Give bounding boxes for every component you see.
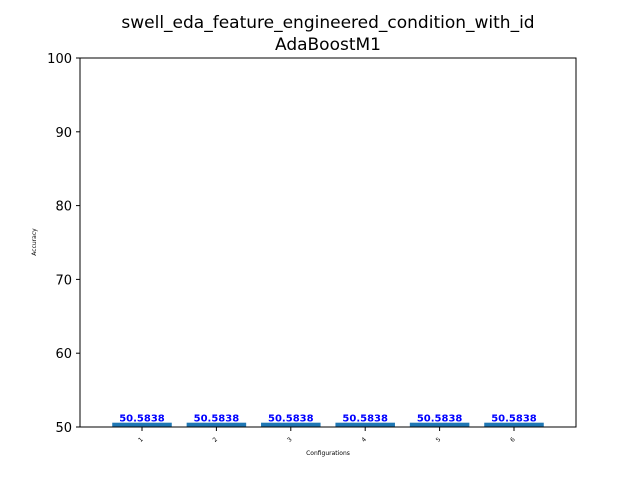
bar — [261, 422, 321, 427]
bar — [112, 422, 172, 427]
y-tick-label: 90 — [55, 126, 72, 141]
y-tick-label: 80 — [55, 200, 72, 215]
bar — [484, 422, 544, 427]
data-label: 50.5838 — [268, 414, 314, 425]
x-tick-label: 2 — [212, 436, 220, 444]
data-label: 50.5838 — [417, 414, 463, 425]
data-label: 50.5838 — [342, 414, 388, 425]
bar — [335, 422, 395, 427]
x-tick-label: 4 — [360, 436, 368, 444]
y-tick-label: 50 — [55, 421, 72, 436]
chart-subtitle: AdaBoostM1 — [275, 35, 381, 55]
chart-title: swell_eda_feature_engineered_condition_w… — [121, 13, 534, 33]
plot-area: 50 60 70 80 90 100 50.5838 1 50.5838 2 50.5838 3 50.… — [47, 52, 544, 444]
x-tick-label: 1 — [137, 436, 145, 444]
y-tick-label: 60 — [55, 347, 72, 362]
x-axis-label: Configurations — [306, 450, 350, 457]
y-axis-label: Accuracy — [31, 228, 38, 256]
y-tick-label: 70 — [55, 273, 72, 288]
x-tick-label: 3 — [286, 436, 294, 444]
x-tick-label: 5 — [435, 436, 443, 444]
x-tick-label: 6 — [509, 436, 517, 444]
data-label: 50.5838 — [119, 414, 165, 425]
bar — [409, 422, 470, 427]
bar — [186, 422, 247, 427]
data-label: 50.5838 — [194, 414, 240, 425]
plot-frame — [79, 57, 577, 428]
data-label: 50.5838 — [491, 414, 537, 425]
y-tick-label: 100 — [47, 52, 72, 67]
